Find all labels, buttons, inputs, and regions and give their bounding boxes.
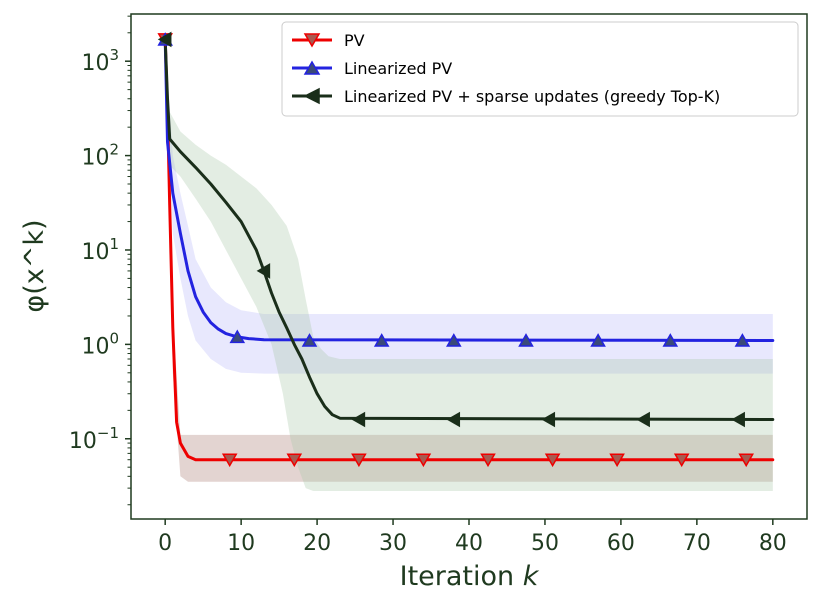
x-axis-title: Iteration k — [400, 561, 540, 592]
marker-linearized-pv — [373, 333, 390, 347]
legend-box — [281, 21, 799, 117]
x-tick-label: 60 — [607, 531, 635, 556]
marker-pv — [738, 453, 754, 468]
y-tick-label: 100 — [81, 329, 119, 359]
marker-pv — [673, 453, 690, 468]
marker-linearized-pv — [734, 333, 751, 347]
legend-label-pv: PV — [344, 31, 365, 50]
y-tick-label: 10−1 — [69, 424, 119, 454]
x-tick-label: 70 — [683, 531, 711, 556]
series-markers — [157, 31, 754, 468]
marker-linearized-pv — [590, 333, 606, 347]
marker-linearized-pv — [662, 333, 679, 347]
marker-pv — [415, 453, 432, 468]
marker-linearized-pv — [518, 333, 534, 347]
y-axis-ticks: 10−1 100 101 102 103 — [69, 15, 131, 506]
x-tick-label: 20 — [303, 531, 331, 556]
y-tick-label: 101 — [81, 235, 119, 265]
legend-label-sparse: Linearized PV + sparse updates (greedy T… — [344, 87, 720, 106]
legend-marker-linearized-pv — [303, 60, 321, 75]
x-tick-label: 10 — [227, 531, 255, 556]
y-tick-label: 103 — [81, 46, 119, 76]
x-axis-ticks: 0 10 20 30 40 50 60 70 80 — [158, 519, 787, 556]
marker-pv — [480, 453, 496, 468]
legend: PV Linearized PV Linearized PV + sparse … — [281, 21, 799, 117]
legend-marker-sparse — [303, 87, 320, 105]
marker-pv — [221, 453, 238, 468]
x-tick-label: 50 — [531, 531, 559, 556]
x-tick-label: 40 — [455, 531, 483, 556]
marker-sparse — [351, 411, 366, 428]
band-sparse — [165, 39, 773, 492]
marker-sparse — [157, 31, 172, 48]
marker-sparse — [636, 411, 650, 428]
band-pv — [165, 39, 773, 482]
x-tick-label: 30 — [379, 531, 407, 556]
y-axis-title: φ(x^k) — [19, 219, 50, 312]
line-sparse — [163, 37, 775, 421]
legend-marker-pv — [303, 33, 321, 48]
marker-pv — [351, 453, 367, 468]
series-lines — [163, 37, 775, 462]
marker-linearized-pv — [229, 329, 246, 344]
marker-sparse — [731, 411, 745, 428]
y-tick-label: 102 — [81, 141, 119, 171]
marker-pv — [286, 453, 303, 468]
marker-linearized-pv — [446, 333, 462, 347]
marker-pv — [544, 453, 561, 468]
marker-pv — [609, 453, 625, 468]
marker-sparse — [446, 411, 461, 428]
marker-linearized-pv — [301, 333, 318, 347]
line-linearized-pv — [163, 37, 775, 342]
marker-sparse — [541, 411, 556, 428]
x-tick-label: 0 — [158, 531, 172, 556]
legend-label-linearized-pv: Linearized PV — [344, 59, 452, 78]
x-tick-label: 80 — [759, 531, 787, 556]
marker-sparse — [256, 263, 271, 279]
